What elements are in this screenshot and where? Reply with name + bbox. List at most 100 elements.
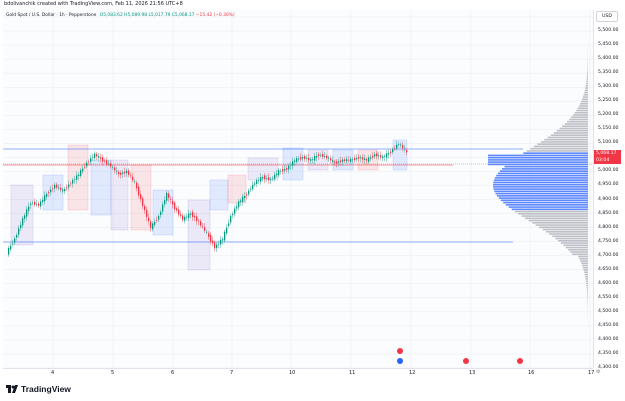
volume-profile (488, 40, 588, 363)
candle-body (328, 157, 330, 159)
candle-body (84, 166, 86, 168)
candle-body (40, 201, 42, 207)
settings-icon[interactable]: ⚙ (596, 369, 601, 375)
time-tick-label: 16 (528, 370, 535, 376)
candle-body (318, 154, 320, 156)
legend-open: O5,083.62 (99, 13, 123, 18)
profile-bar (549, 233, 588, 235)
candle-body (352, 159, 354, 161)
range-box (187, 199, 211, 271)
range-box (67, 144, 89, 211)
profile-bar (493, 183, 588, 186)
candle-body (74, 179, 76, 180)
candle-body (296, 158, 298, 162)
candle-body (24, 215, 26, 219)
currency-button[interactable]: USD (596, 11, 618, 22)
candle-body (144, 205, 146, 211)
candle-body (340, 160, 342, 162)
candle-body (348, 159, 350, 161)
candle-body (338, 161, 340, 163)
candle-body (118, 172, 120, 175)
profile-bar (493, 186, 588, 188)
candle-body (146, 209, 148, 218)
candle-body (372, 155, 374, 158)
candle-body (294, 160, 296, 162)
candle-body (370, 157, 372, 159)
profile-bar (533, 145, 588, 148)
last-price-value: 5,068.17 (596, 151, 617, 156)
candle-body (62, 189, 64, 192)
candle-body (170, 199, 172, 200)
chart-canvas[interactable]: Gold Spot / U.S. Dollar · 1h · Peppersto… (3, 10, 593, 368)
candle-body (236, 206, 238, 209)
candle-body (80, 170, 82, 176)
candle-body (326, 155, 328, 159)
profile-bar (585, 275, 588, 278)
profile-bar (505, 204, 588, 206)
candle-body (248, 190, 250, 195)
chart-svg[interactable] (3, 10, 593, 368)
candle-body (322, 154, 324, 158)
profile-bar (565, 246, 588, 249)
candle-body (162, 204, 164, 212)
price-tick-label: 4,500.00 (598, 308, 619, 314)
time-tick-label: 12 (409, 370, 416, 376)
profile-bar (586, 78, 588, 80)
candle-body (140, 194, 142, 200)
candle-body (316, 156, 318, 158)
candle-body (224, 231, 226, 241)
candle-body (182, 215, 184, 220)
candle-body (392, 149, 394, 153)
profile-bar (558, 239, 588, 242)
profile-bar (578, 255, 588, 258)
profile-bar (586, 284, 588, 287)
candle-body (154, 221, 156, 225)
candle-body (142, 198, 144, 207)
candle-body (208, 233, 210, 237)
candle-body (344, 159, 346, 161)
candle-body (212, 240, 214, 244)
time-tick-label: 13 (469, 370, 476, 376)
profile-bar (587, 67, 588, 69)
candle-body (288, 165, 290, 170)
candle-body (64, 189, 66, 192)
candle-body (398, 144, 400, 145)
candle-body (96, 154, 98, 157)
profile-bar (577, 107, 588, 110)
candle-body (220, 239, 222, 245)
candle-body (200, 221, 202, 226)
candle-body (158, 216, 160, 220)
profile-bar (587, 69, 588, 71)
profile-bar (587, 298, 588, 300)
candle-body (214, 242, 216, 249)
price-axis[interactable]: 5,550.005,500.005,450.005,400.005,350.00… (593, 10, 625, 370)
candle-body (152, 223, 154, 230)
candle-body (114, 167, 116, 171)
price-tick-label: 4,550.00 (598, 294, 619, 300)
candle-body (314, 156, 316, 161)
profile-bar (560, 242, 588, 244)
range-box (152, 189, 174, 236)
time-axis[interactable]: 4 5 6 7 10 11 12 13 16 17 (3, 368, 594, 379)
candle-body (58, 187, 60, 189)
us-flag-icon-3 (517, 358, 523, 364)
candle-body (104, 160, 106, 162)
profile-bar (579, 257, 588, 260)
candle-body (386, 153, 388, 158)
profile-bar (528, 219, 588, 222)
profile-bar (504, 165, 588, 168)
legend-low: L5,017.79 (148, 13, 171, 18)
candle-body (126, 170, 128, 173)
candle-body (264, 175, 266, 180)
candle-body (210, 235, 212, 242)
candle-body (52, 188, 54, 190)
candle-body (336, 161, 338, 164)
price-tick-label: 5,350.00 (598, 70, 619, 76)
profile-bar (586, 76, 588, 78)
candle-body (400, 144, 402, 146)
candle-body (206, 231, 208, 233)
profile-bar (586, 289, 588, 292)
profile-bar (584, 271, 588, 274)
price-tick-label: 4,700.00 (598, 252, 619, 258)
candle-body (356, 157, 358, 160)
